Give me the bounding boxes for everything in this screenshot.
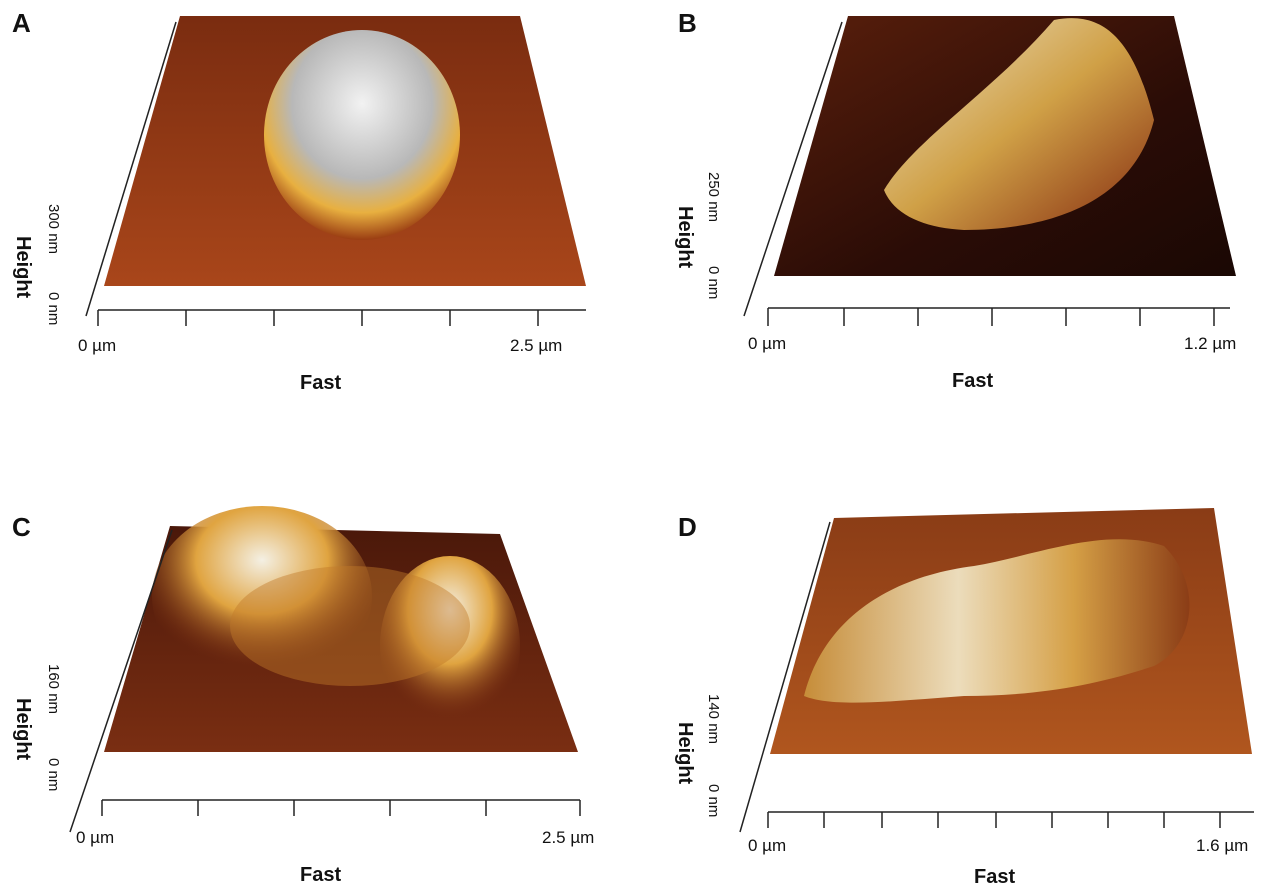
y-axis-label: Height (674, 206, 696, 269)
panel-letter: B (678, 8, 697, 38)
afm-surface-image (85, 16, 586, 326)
z-tick-top: 250 nm (705, 172, 722, 223)
panel-b: B 0 µm 1.2 µm Fast Height 250 nm 0 nm (634, 0, 1268, 446)
z-tick-bottom: 0 nm (705, 784, 722, 818)
x-tick-end: 1.6 µm (1196, 836, 1249, 855)
z-tick-top: 160 nm (45, 664, 62, 715)
x-tick-start: 0 µm (78, 336, 117, 355)
panel-d: D 0 µm 1.6 µm Fast Height 140 nm 0 nm (634, 446, 1268, 892)
panel-a: A 0 µm 2.5 µm Fast Height 300 nm 0 nm (0, 0, 634, 446)
z-tick-bottom: 0 nm (705, 266, 722, 300)
afm-surface-image (69, 506, 581, 833)
afm-surface-image (743, 16, 1236, 326)
x-axis-label: Fast (952, 370, 994, 392)
z-tick-bottom: 0 nm (45, 758, 62, 792)
z-tick-bottom: 0 nm (45, 292, 62, 326)
x-tick-start: 0 µm (76, 828, 115, 847)
y-axis-label: Height (12, 236, 34, 299)
panel-letter: D (678, 512, 697, 542)
x-tick-end: 2.5 µm (542, 828, 595, 847)
x-axis-label: Fast (300, 864, 342, 886)
x-tick-end: 1.2 µm (1184, 334, 1237, 353)
y-axis-label: Height (674, 722, 696, 785)
y-axis-label: Height (12, 698, 34, 761)
x-tick-start: 0 µm (748, 334, 787, 353)
x-tick-start: 0 µm (748, 836, 787, 855)
z-tick-top: 140 nm (705, 694, 722, 745)
x-axis-label: Fast (974, 866, 1016, 888)
panel-c: C 0 µm 2.5 µm Fast Height 160 nm 0 nm (0, 446, 634, 892)
afm-surface-image (739, 508, 1254, 833)
z-tick-top: 300 nm (45, 204, 62, 255)
panel-letter: C (12, 512, 31, 542)
x-axis-label: Fast (300, 372, 342, 394)
panel-letter: A (12, 8, 31, 38)
x-tick-end: 2.5 µm (510, 336, 563, 355)
